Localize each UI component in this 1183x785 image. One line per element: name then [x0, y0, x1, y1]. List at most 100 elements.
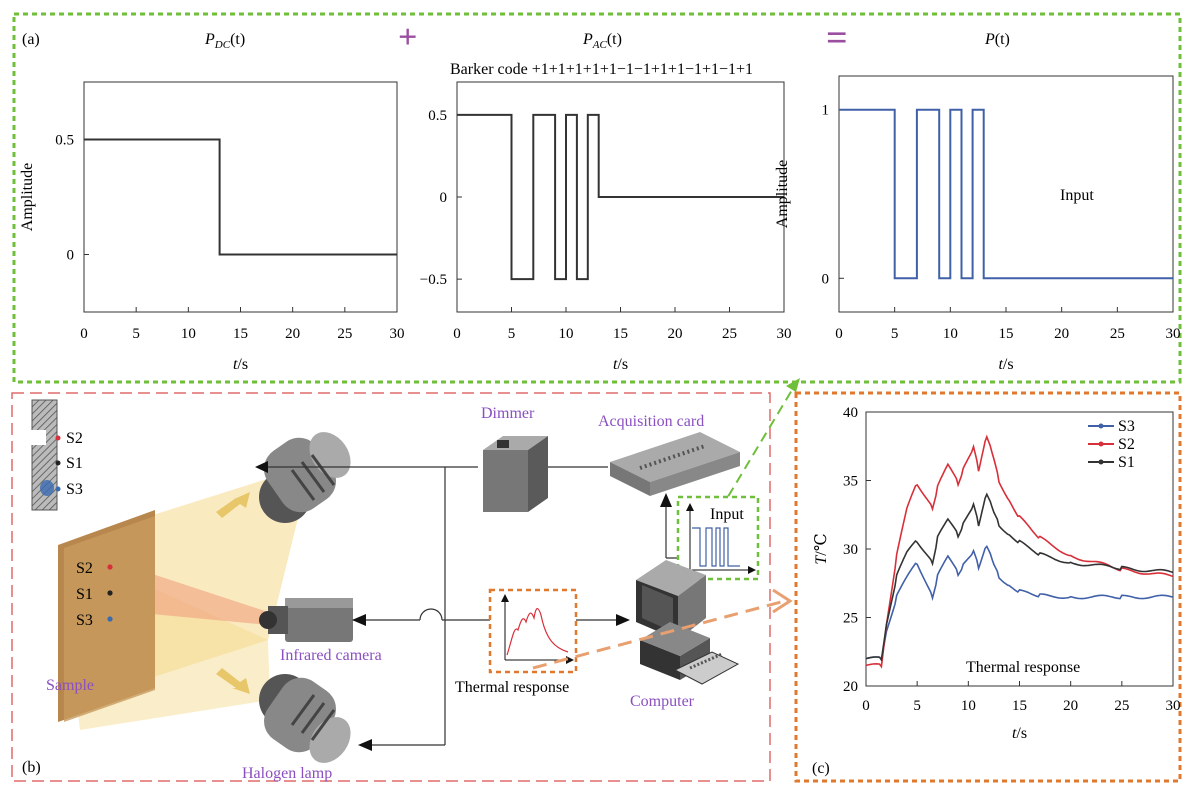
- sample-label-s2: S2: [76, 560, 93, 577]
- plot-p: 0 5 10 15 20 25 30 0 1 t/s Amplitude: [774, 75, 1181, 373]
- x-tick-label: 0: [835, 326, 843, 342]
- zoom-connector-a: [719, 384, 796, 511]
- x-tick-label: 30: [390, 326, 405, 342]
- plot-pdc-title: PDC(t): [204, 31, 245, 51]
- light-arrow-bottom: [216, 668, 250, 694]
- y-tick-label: 0: [440, 190, 448, 206]
- plot-p-annotation: Input: [1060, 187, 1094, 204]
- plot-pac-title: PAC(t): [582, 31, 622, 51]
- x-tick-label: 25: [1110, 326, 1125, 342]
- arrow-from-camera: [352, 614, 366, 626]
- plot-p-title: P(t): [984, 31, 1010, 48]
- y-tick-label: 40: [843, 405, 858, 421]
- y-axis-label: Amplitude: [19, 163, 36, 231]
- light-arrow-top: [216, 492, 250, 518]
- computer: [636, 560, 740, 685]
- acquisition-card: [610, 432, 740, 496]
- legend-label-s1: S1: [1118, 454, 1135, 471]
- cross-section-label-s1: S1: [66, 455, 83, 472]
- x-tick-label: 10: [559, 326, 574, 342]
- cross-section-point-s1: [55, 460, 61, 466]
- panel-b-label: (b): [22, 759, 41, 776]
- equals-symbol: =: [826, 17, 848, 59]
- infrared-camera-label: Infrared camera: [280, 647, 382, 664]
- x-tick-label: 15: [233, 326, 248, 342]
- arrow-to-computer: [616, 614, 630, 626]
- y-tick-label: 0.5: [428, 108, 447, 124]
- plot-c-annotation: Thermal response: [966, 659, 1080, 676]
- x-tick-label: 15: [999, 326, 1014, 342]
- y-tick-label: 0: [822, 271, 830, 287]
- y-tick-label: −0.5: [420, 272, 447, 288]
- y-tick-label: 0: [67, 248, 75, 264]
- x-axis-label: t/s: [998, 356, 1013, 373]
- halogen-lamp-top: [259, 432, 351, 523]
- arrow-to-bottom-lamp: [358, 739, 372, 751]
- panel-a-frame: [12, 12, 1182, 384]
- x-tick-label: 5: [508, 326, 516, 342]
- y-tick-label: 0.5: [55, 133, 74, 149]
- sample-label-s3: S3: [76, 612, 93, 629]
- thermal-response-inset: [488, 588, 578, 674]
- y-axis-label: T/℃: [813, 533, 830, 564]
- x-tick-label: 5: [132, 326, 140, 342]
- legend-marker-s1: [1098, 459, 1104, 465]
- x-tick-label: 5: [891, 326, 899, 342]
- infrared-camera: [259, 598, 353, 642]
- y-tick-label: 35: [843, 474, 858, 490]
- arrow-to-acquisition-card: [660, 493, 672, 507]
- x-tick-label: 0: [862, 698, 870, 714]
- plus-symbol: +: [398, 19, 417, 56]
- series-line-s2: [865, 434, 1174, 669]
- cross-section-point-s3: [55, 486, 61, 492]
- cross-section-point-s2: [55, 435, 61, 441]
- y-tick-label: 25: [843, 611, 858, 627]
- barker-caption: Barker code +1+1+1+1+1−1−1+1+1−1+1−1+1: [450, 61, 753, 78]
- x-axis-label: t/s: [233, 356, 248, 373]
- cross-section-label-s2: S2: [66, 430, 83, 447]
- halogen-lamp-label: Halogen lamp: [242, 765, 332, 782]
- acquisition-card-label: Acquisition card: [598, 413, 704, 430]
- x-tick-label: 20: [1063, 698, 1078, 714]
- x-tick-label: 20: [668, 326, 683, 342]
- x-tick-label: 15: [613, 326, 628, 342]
- plot-axes-box: [83, 81, 398, 313]
- x-tick-label: 30: [1166, 698, 1181, 714]
- signal-series-line: [84, 138, 397, 256]
- zoom-connector-a-arrow: [786, 378, 800, 392]
- sample-slab: S2 S1 S3: [58, 510, 155, 722]
- x-tick-label: 25: [1114, 698, 1129, 714]
- plot-axes-box: [838, 75, 1174, 313]
- x-tick-label: 20: [1054, 326, 1069, 342]
- y-axis-label: Amplitude: [774, 160, 791, 228]
- x-tick-label: 25: [722, 326, 737, 342]
- legend-marker-s3: [1098, 423, 1104, 429]
- x-tick-label: 25: [337, 326, 352, 342]
- sample-label: Sample: [46, 677, 94, 694]
- x-tick-label: 10: [961, 698, 976, 714]
- y-tick-label: 20: [843, 679, 858, 695]
- input-signal-inset: [676, 495, 760, 581]
- signal-series-line: [839, 108, 1173, 280]
- x-tick-label: 10: [943, 326, 958, 342]
- plot-pac: 0 5 10 15 20 25 30 −0.5 0 0.5 t/s: [420, 81, 792, 373]
- x-axis-label: t/s: [613, 356, 628, 373]
- sample-point-s3: [107, 616, 113, 622]
- x-tick-label: 0: [453, 326, 461, 342]
- legend-marker-s2: [1098, 441, 1104, 447]
- sample-point-s2: [107, 564, 113, 570]
- panel-c-frame: [794, 391, 1182, 783]
- sample-label-s1: S1: [76, 586, 93, 603]
- zoom-connector-c-arrow: [772, 588, 793, 614]
- legend-label-s2: S2: [1118, 436, 1135, 453]
- y-tick-label: 1: [822, 103, 830, 119]
- sample-point-s1: [107, 590, 113, 596]
- plot-pdc: 0 5 10 15 20 25 30 0 0.5 t/s Amplitude: [19, 81, 405, 373]
- arrow-to-top-lamp: [255, 461, 268, 473]
- x-tick-label: 10: [181, 326, 196, 342]
- dimmer-label: Dimmer: [481, 405, 535, 422]
- cross-section: S2 S1 S3: [30, 399, 83, 511]
- signal-series-line: [457, 113, 784, 281]
